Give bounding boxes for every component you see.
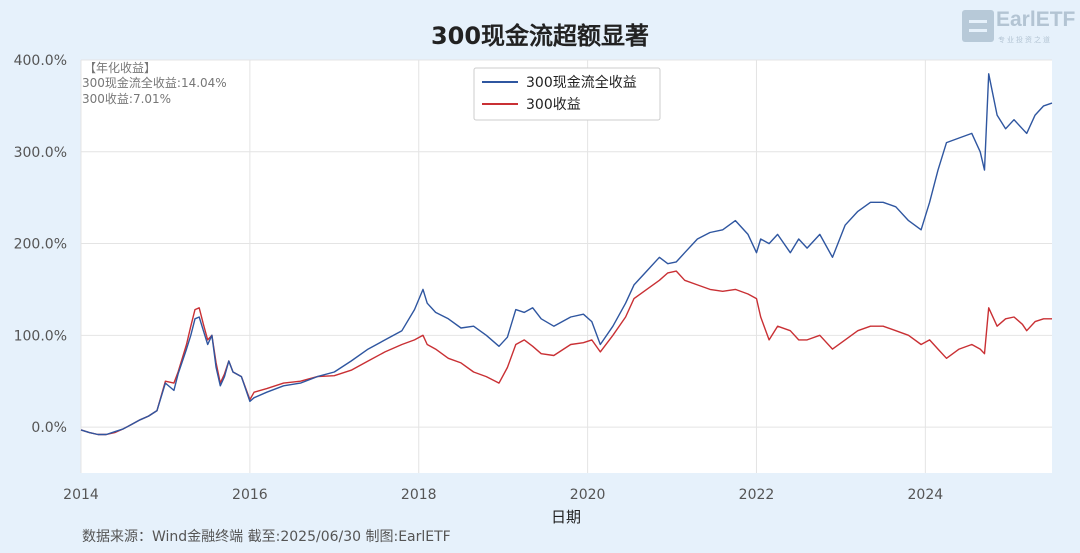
x-axis-ticks: 2014 2016 2018 2020 2022 2024 [63,487,943,503]
legend-label-series-1: 300现金流全收益 [526,74,637,91]
series-line-1 [80,73,1053,436]
annotations: 【年化收益】 300现金流全收益:14.04% 300收益:7.01% [82,61,227,106]
series-line-2 [80,270,1052,436]
x-axis-label: 日期 [551,508,581,526]
annotation-heading: 【年化收益】 [84,61,156,75]
plot-area [81,60,1052,473]
logo-slogan: 专业投资之道 [998,36,1052,44]
legend-box [473,67,661,121]
legend-label-series-2: 300收益 [526,97,581,113]
logo-brand-text: EarlETF [996,8,1076,31]
x-tick-label: 2014 [63,487,99,503]
annotation-series-1: 300现金流全收益:14.04% [82,75,227,90]
y-tick-label: 100.0% [14,328,67,344]
x-tick-label: 2022 [739,487,775,503]
legend: 300现金流全收益 300收益 [473,67,661,121]
y-tick-label: 0.0% [31,420,67,436]
source-note: 数据来源：Wind金融终端 截至:2025/06/30 制图:EarlETF [82,529,451,545]
series-lines [80,73,1053,436]
y-axis-ticks: 0.0% 100.0% 200.0% 300.0% 400.0% [14,53,67,436]
annotation-series-2: 300收益:7.01% [82,92,171,106]
y-tick-label: 400.0% [14,53,67,69]
y-tick-label: 300.0% [14,145,67,161]
x-tick-label: 2018 [401,487,437,503]
earletf-logo: EarlETF 专业投资之道 [962,8,1076,44]
y-tick-label: 200.0% [14,237,67,253]
chart-title: 300现金流超额显著 [430,22,650,50]
x-tick-label: 2024 [908,487,944,503]
x-tick-label: 2016 [232,487,268,503]
x-tick-label: 2020 [570,487,606,503]
gridlines [80,59,1052,473]
logo-mark-icon [962,10,994,42]
